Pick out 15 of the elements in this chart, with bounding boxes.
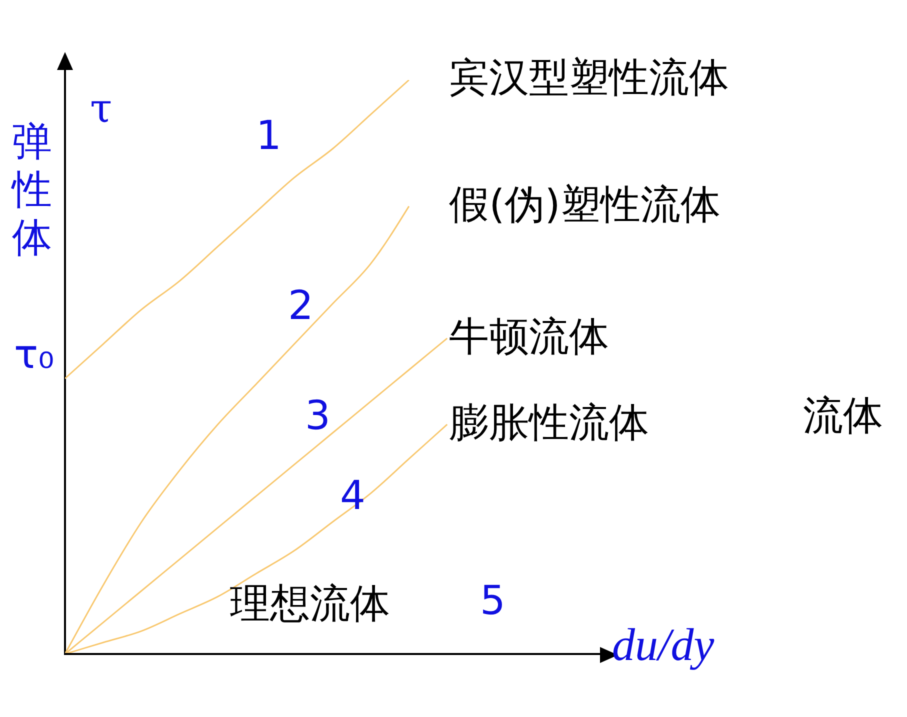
annotation: 4	[340, 473, 366, 519]
y-axis-title: τ	[90, 86, 112, 132]
annotation: 理想流体	[230, 580, 390, 629]
text: 5	[480, 578, 506, 624]
annotation: 1	[256, 113, 282, 159]
x-axis-title: du/dy	[612, 618, 714, 671]
series-label: 膨胀性流体	[449, 399, 650, 448]
series-label: 假(伪)塑性流体	[449, 180, 720, 230]
series-label: 宾汉型塑性流体	[449, 54, 730, 103]
series-label: 牛顿流体	[449, 312, 610, 362]
annotation: 弹性体	[12, 118, 53, 262]
text: 流体	[803, 392, 883, 441]
annotation: τ₀	[14, 332, 54, 378]
annotation: 3	[305, 393, 330, 439]
annotation: 2	[288, 283, 314, 329]
